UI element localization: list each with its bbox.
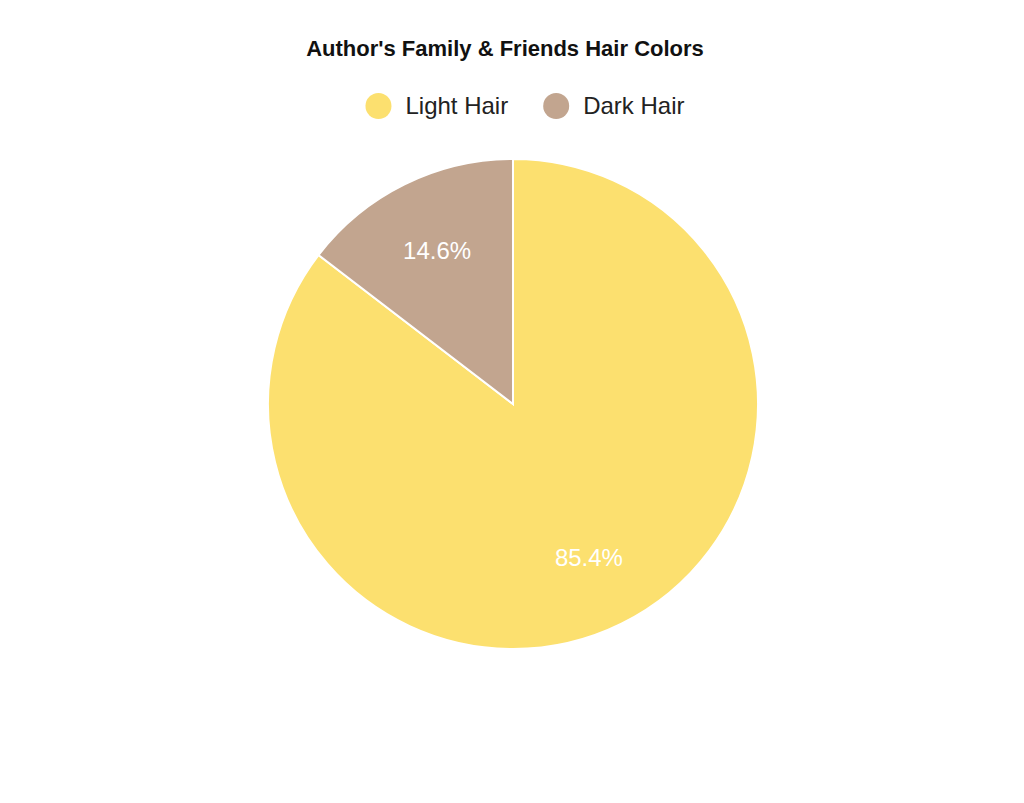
legend-swatch — [365, 93, 391, 119]
slice — [318, 159, 513, 404]
legend: Light Hair Dark Hair — [365, 92, 684, 119]
pie — [268, 159, 758, 649]
legend-label: Light Hair — [405, 92, 508, 119]
slice — [268, 159, 758, 649]
chart: Author's Family & Friends Hair Colors Lig… — [0, 0, 1024, 803]
legend-item: Light Hair — [365, 92, 508, 119]
title: Author's Family & Friends Hair Colors — [306, 36, 704, 61]
legend-item: Dark Hair — [543, 92, 684, 119]
legend-label: Dark Hair — [583, 92, 684, 119]
legend-swatch — [543, 93, 569, 119]
data-labels: 85.4% 14.6% — [403, 237, 623, 572]
data-label: 14.6% — [403, 237, 471, 264]
data-label: 85.4% — [555, 544, 623, 571]
